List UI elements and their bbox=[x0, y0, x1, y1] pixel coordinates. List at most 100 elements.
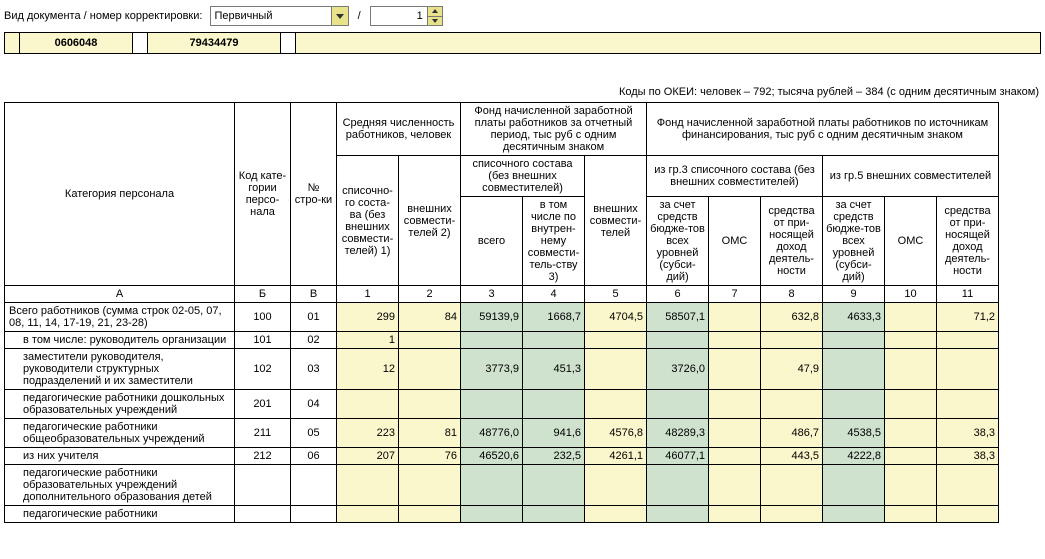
cell[interactable] bbox=[399, 349, 461, 390]
cell[interactable] bbox=[885, 506, 937, 523]
cell[interactable] bbox=[823, 465, 885, 506]
cell[interactable] bbox=[709, 390, 761, 419]
cell[interactable]: 48289,3 bbox=[647, 419, 709, 448]
cell[interactable] bbox=[709, 506, 761, 523]
cell[interactable] bbox=[937, 506, 999, 523]
cell[interactable] bbox=[585, 465, 647, 506]
cell[interactable] bbox=[461, 506, 523, 523]
cell[interactable] bbox=[885, 303, 937, 332]
cell[interactable]: 4633,3 bbox=[823, 303, 885, 332]
spinner-down-button[interactable] bbox=[428, 16, 442, 26]
row-kod: 211 bbox=[235, 419, 291, 448]
row-kod: 101 bbox=[235, 332, 291, 349]
cell[interactable]: 632,8 bbox=[761, 303, 823, 332]
cell[interactable]: 59139,9 bbox=[461, 303, 523, 332]
cell[interactable]: 46077,1 bbox=[647, 448, 709, 465]
cell[interactable] bbox=[823, 349, 885, 390]
cell[interactable]: 941,6 bbox=[523, 419, 585, 448]
cell[interactable]: 207 bbox=[337, 448, 399, 465]
spinner-up-button[interactable] bbox=[428, 7, 442, 16]
cell[interactable] bbox=[523, 390, 585, 419]
cell[interactable]: 12 bbox=[337, 349, 399, 390]
cell[interactable] bbox=[399, 506, 461, 523]
cell[interactable] bbox=[885, 349, 937, 390]
cell[interactable] bbox=[709, 349, 761, 390]
cell[interactable] bbox=[761, 390, 823, 419]
cell[interactable] bbox=[885, 390, 937, 419]
cell[interactable]: 4538,5 bbox=[823, 419, 885, 448]
table-row: педагогические работники дошкольных обра… bbox=[5, 390, 999, 419]
cell[interactable] bbox=[709, 303, 761, 332]
cell[interactable]: 84 bbox=[399, 303, 461, 332]
cell[interactable] bbox=[885, 465, 937, 506]
cell[interactable] bbox=[399, 332, 461, 349]
cell[interactable] bbox=[885, 448, 937, 465]
cell[interactable]: 3726,0 bbox=[647, 349, 709, 390]
doc-type-label: Вид документа / номер корректировки: bbox=[4, 10, 202, 22]
cell[interactable]: 486,7 bbox=[761, 419, 823, 448]
cell[interactable] bbox=[337, 390, 399, 419]
cell[interactable] bbox=[399, 390, 461, 419]
cell[interactable] bbox=[647, 390, 709, 419]
cell[interactable] bbox=[937, 332, 999, 349]
cell[interactable] bbox=[885, 419, 937, 448]
cell[interactable] bbox=[937, 349, 999, 390]
cell[interactable]: 38,3 bbox=[937, 419, 999, 448]
cell[interactable]: 4576,8 bbox=[585, 419, 647, 448]
cell[interactable]: 223 bbox=[337, 419, 399, 448]
cell[interactable] bbox=[937, 390, 999, 419]
cell[interactable] bbox=[337, 465, 399, 506]
cell[interactable]: 4261,1 bbox=[585, 448, 647, 465]
cell[interactable]: 443,5 bbox=[761, 448, 823, 465]
cell[interactable] bbox=[585, 332, 647, 349]
cell[interactable] bbox=[709, 465, 761, 506]
cell[interactable] bbox=[337, 506, 399, 523]
cell[interactable]: 451,3 bbox=[523, 349, 585, 390]
cell[interactable] bbox=[461, 465, 523, 506]
cell[interactable] bbox=[585, 349, 647, 390]
cell[interactable] bbox=[647, 465, 709, 506]
cell[interactable] bbox=[647, 332, 709, 349]
cell[interactable] bbox=[647, 506, 709, 523]
cell[interactable] bbox=[523, 506, 585, 523]
doc-type-dropdown-button[interactable] bbox=[331, 7, 348, 25]
cell[interactable]: 232,5 bbox=[523, 448, 585, 465]
cell[interactable]: 76 bbox=[399, 448, 461, 465]
cell[interactable]: 47,9 bbox=[761, 349, 823, 390]
cell[interactable]: 81 bbox=[399, 419, 461, 448]
corr-number-spinner[interactable] bbox=[370, 6, 443, 26]
cell[interactable] bbox=[709, 419, 761, 448]
cell[interactable] bbox=[523, 465, 585, 506]
table-row: педагогические работники bbox=[5, 506, 999, 523]
cell[interactable] bbox=[461, 332, 523, 349]
cell[interactable] bbox=[709, 448, 761, 465]
cell[interactable]: 1 bbox=[337, 332, 399, 349]
corr-number-input[interactable] bbox=[371, 7, 427, 25]
cell[interactable] bbox=[399, 465, 461, 506]
cell[interactable]: 71,2 bbox=[937, 303, 999, 332]
cell[interactable] bbox=[823, 332, 885, 349]
cell[interactable] bbox=[823, 506, 885, 523]
cell[interactable] bbox=[761, 332, 823, 349]
cell[interactable]: 48776,0 bbox=[461, 419, 523, 448]
cell[interactable]: 46520,6 bbox=[461, 448, 523, 465]
cell[interactable] bbox=[523, 332, 585, 349]
doc-type-input[interactable] bbox=[211, 7, 331, 25]
cell[interactable]: 3773,9 bbox=[461, 349, 523, 390]
cell[interactable] bbox=[585, 390, 647, 419]
doc-type-combo[interactable] bbox=[210, 6, 349, 26]
cell[interactable]: 1668,7 bbox=[523, 303, 585, 332]
cell[interactable] bbox=[585, 506, 647, 523]
cell[interactable] bbox=[823, 390, 885, 419]
cell[interactable] bbox=[937, 465, 999, 506]
cell[interactable] bbox=[709, 332, 761, 349]
cell[interactable] bbox=[761, 506, 823, 523]
cell[interactable] bbox=[761, 465, 823, 506]
cell[interactable]: 58507,1 bbox=[647, 303, 709, 332]
cell[interactable]: 299 bbox=[337, 303, 399, 332]
cell[interactable]: 4222,8 bbox=[823, 448, 885, 465]
cell[interactable] bbox=[461, 390, 523, 419]
cell[interactable] bbox=[885, 332, 937, 349]
cell[interactable]: 4704,5 bbox=[585, 303, 647, 332]
cell[interactable]: 38,3 bbox=[937, 448, 999, 465]
